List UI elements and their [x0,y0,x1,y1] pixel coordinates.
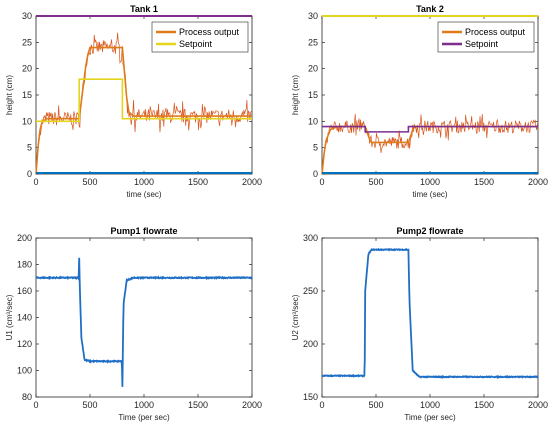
y-tick-label: 20 [308,64,318,74]
chart-title: Pump1 flowrate [110,226,177,236]
x-tick-label: 1500 [474,177,494,187]
y-tick-label: 25 [22,37,32,47]
x-tick-label: 1000 [134,177,154,187]
x-tick-label: 1500 [188,177,208,187]
setpoint-line [36,78,252,123]
y-tick-label: 15 [22,90,32,100]
legend-label: Process output [465,27,526,37]
x-tick-label: 2000 [528,177,548,187]
y-axis-label: U2 (cm³/sec) [291,294,300,340]
process-output-line [35,46,252,175]
y-tick-label: 5 [27,143,32,153]
y-tick-label: 10 [308,116,318,126]
legend: Process output Setpoint [437,21,535,53]
legend: Process output Setpoint [151,21,249,53]
x-tick-label: 2000 [528,400,548,410]
y-tick-label: 200 [17,233,32,243]
x-tick-label: 500 [82,177,97,187]
y-axis-label: height (cm) [5,75,14,115]
x-tick-label: 2000 [242,400,262,410]
y-tick-label: 30 [22,11,32,21]
y-tick-label: 20 [22,64,32,74]
x-tick-label: 0 [33,400,38,410]
y-axis-label: height (cm) [291,75,300,115]
y-tick-label: 15 [308,90,318,100]
y-tick-label: 160 [17,286,32,296]
legend-label: Setpoint [465,39,499,49]
x-tick-label: 1500 [474,400,494,410]
chart-title: Tank 2 [416,4,444,14]
y-tick-label: 140 [17,313,32,323]
x-tick-label: 500 [368,177,383,187]
x-tick-label: 1500 [188,400,208,410]
setpoint-line [322,125,538,133]
flowrate-line [321,247,539,380]
y-tick-label: 150 [303,392,318,402]
x-tick-label: 1000 [420,177,440,187]
legend-box [437,21,535,53]
x-tick-label: 2000 [242,177,262,187]
y-tick-label: 80 [22,392,32,402]
x-axis-label: Time (per sec) [118,413,170,422]
x-tick-label: 500 [82,400,97,410]
y-tick-label: 10 [22,116,32,126]
chart-title: Pump2 flowrate [396,226,463,236]
y-tick-label: 5 [313,143,318,153]
flowrate-line [35,257,253,387]
y-tick-label: 0 [27,169,32,179]
y-tick-label: 180 [17,260,32,270]
legend-label: Process output [179,27,240,37]
y-tick-label: 25 [308,37,318,47]
x-tick-label: 0 [33,177,38,187]
y-tick-label: 100 [17,366,32,376]
y-tick-label: 200 [303,339,318,349]
x-tick-label: 1000 [420,400,440,410]
x-tick-label: 1000 [134,400,154,410]
y-tick-label: 0 [313,169,318,179]
y-tick-label: 120 [17,339,32,349]
pump1-chart: 0 500 1000 1500 2000 80 100 120 140 160 180 200 Pump… [5,226,262,422]
x-tick-label: 0 [319,400,324,410]
plot-area [321,237,539,398]
y-tick-label: 300 [303,233,318,243]
legend-label: Setpoint [179,39,213,49]
chart-title: Tank 1 [130,4,158,14]
y-tick-label: 30 [308,11,318,21]
tank1-chart: 0 500 1000 1500 2000 0 5 10 15 20 25 30 Tank 1 time (… [5,4,262,199]
tank2-chart: 0 500 1000 1500 2000 0 5 10 15 20 25 30 Tank 2 time (… [291,4,548,199]
pump2-chart: 0 500 1000 1500 2000 150 200 250 300 Pump2 flowra… [291,226,548,422]
x-tick-label: 500 [368,400,383,410]
y-axis-label: U1 (cm³/sec) [5,294,14,340]
x-axis-label: time (sec) [126,190,161,199]
legend-box [151,21,249,53]
process-output-noise-line [35,32,252,175]
plot-area [35,237,253,398]
x-tick-label: 0 [319,177,324,187]
x-axis-label: Time (per sec) [404,413,456,422]
x-axis-label: time (sec) [412,190,447,199]
y-tick-label: 250 [303,286,318,296]
